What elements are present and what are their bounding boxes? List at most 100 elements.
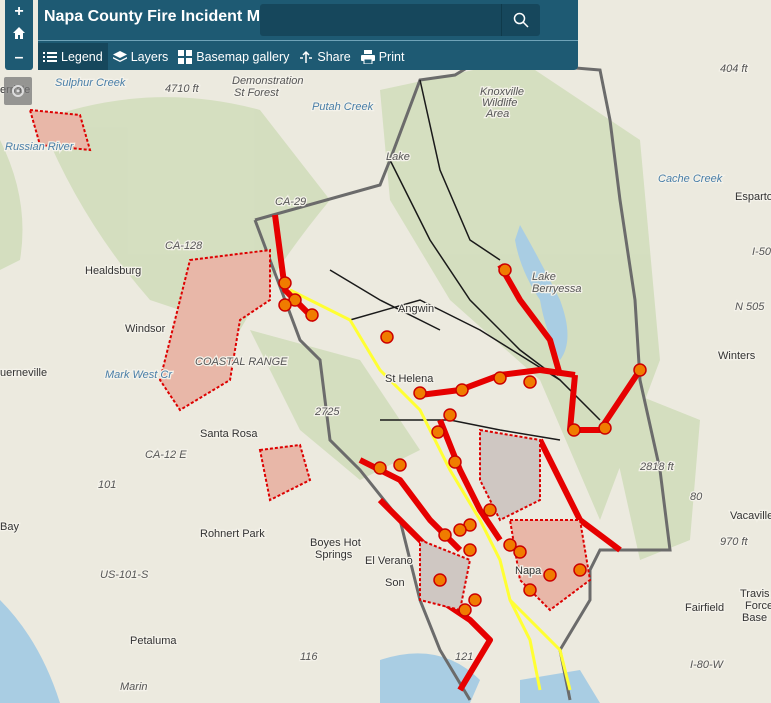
- map-label-road: 80: [690, 491, 703, 503]
- app-title: Napa County Fire Incident Map: [44, 8, 279, 25]
- locate-button[interactable]: [4, 77, 32, 105]
- map-label-place: Healdsburg: [85, 265, 141, 277]
- map-label-feature: Marin: [120, 681, 148, 693]
- incident-marker[interactable]: [278, 276, 292, 290]
- map-label-road: 116: [300, 651, 318, 663]
- map-label-place: Springs: [315, 549, 353, 561]
- map-label-feature: Berryessa: [532, 283, 582, 295]
- layers-icon: [112, 50, 127, 62]
- incident-marker[interactable]: [463, 543, 477, 557]
- incident-marker[interactable]: [431, 425, 445, 439]
- incident-marker[interactable]: [413, 386, 427, 400]
- map-label-road: I-505-S: [752, 246, 771, 258]
- map-label-water: Sulphur Creek: [55, 77, 126, 89]
- incident-marker[interactable]: [493, 371, 507, 385]
- map-label-road: 121: [455, 651, 473, 663]
- roads: [329, 79, 601, 441]
- home-button[interactable]: [13, 26, 25, 44]
- search-input[interactable]: [260, 4, 476, 36]
- map-label-road: 101: [98, 479, 116, 491]
- share-button[interactable]: Share: [294, 43, 355, 70]
- map-label-water: Putah Creek: [312, 101, 374, 113]
- zoom-in-button[interactable]: +: [14, 2, 24, 20]
- incident-marker[interactable]: [598, 421, 612, 435]
- home-icon: [13, 26, 25, 39]
- map-label-road: CA-29: [275, 196, 306, 208]
- map-label-place: Force: [745, 600, 771, 612]
- map-labels: Healdsburg Windsor uerneville Santa Rosa Roh…: [0, 62, 771, 695]
- incident-marker[interactable]: [523, 583, 537, 597]
- incident-marker[interactable]: [448, 455, 462, 469]
- locate-icon: [12, 85, 24, 97]
- map-label-place: Travis A: [740, 588, 771, 600]
- map-label-elevation: 4710 ft: [165, 83, 200, 95]
- map-label-feature: Wildlife: [482, 97, 517, 109]
- incident-marker[interactable]: [380, 330, 394, 344]
- incident-marker[interactable]: [633, 363, 647, 377]
- share-icon: [300, 50, 313, 63]
- basemap-gallery-button[interactable]: Basemap gallery: [173, 43, 294, 70]
- incident-marker[interactable]: [455, 383, 469, 397]
- map-label-road: N 505: [735, 301, 765, 313]
- map-label-place: uerneville: [0, 367, 47, 379]
- incident-marker[interactable]: [438, 528, 452, 542]
- map-label-elevation: 404 ft: [720, 63, 748, 75]
- incident-marker[interactable]: [503, 538, 517, 552]
- printer-icon: [360, 49, 375, 64]
- print-label: Print: [378, 49, 405, 64]
- zoom-out-button[interactable]: –: [14, 49, 24, 67]
- incident-marker[interactable]: [498, 263, 512, 277]
- print-button[interactable]: Print: [356, 43, 410, 70]
- list-icon: [43, 51, 57, 62]
- incident-marker[interactable]: [443, 408, 457, 422]
- incident-points: [278, 263, 647, 617]
- incident-marker[interactable]: [483, 503, 497, 517]
- fire-areas: [28, 108, 592, 612]
- map-label-road: I-80-W: [690, 659, 725, 671]
- incident-marker[interactable]: [278, 298, 292, 312]
- map-label-feature: Area: [485, 108, 509, 120]
- layers-label: Layers: [130, 49, 169, 64]
- zoom-controls: + –: [5, 0, 33, 70]
- legend-label: Legend: [61, 49, 103, 64]
- map-label-feature: St Forest: [234, 87, 280, 99]
- incident-marker[interactable]: [305, 308, 319, 322]
- map-label-place: Vacaville: [730, 510, 771, 522]
- legend-button[interactable]: Legend: [38, 43, 108, 70]
- map-label-place: Base: [742, 612, 767, 624]
- incident-marker[interactable]: [468, 593, 482, 607]
- map-label-place: Santa Rosa: [200, 428, 258, 440]
- incident-marker[interactable]: [433, 573, 447, 587]
- incident-marker[interactable]: [543, 568, 557, 582]
- incident-marker[interactable]: [523, 375, 537, 389]
- incident-marker[interactable]: [458, 603, 472, 617]
- map-label-place: Esparto: [735, 191, 771, 203]
- map-label-place: St Helena: [385, 373, 434, 385]
- incident-marker[interactable]: [453, 523, 467, 537]
- map-label-place: Petaluma: [130, 635, 177, 647]
- incident-marker[interactable]: [567, 423, 581, 437]
- layers-button[interactable]: Layers: [108, 43, 174, 70]
- map-label-place: Son: [385, 577, 405, 589]
- search-box: [260, 4, 540, 36]
- map-label-elevation: 2818 ft: [639, 461, 675, 473]
- map-label-place: Napa: [515, 565, 542, 577]
- map-label-road: CA-128: [165, 240, 203, 252]
- map-label-place: Fairfield: [685, 602, 724, 614]
- map-label-feature: Demonstration: [232, 75, 304, 87]
- map-label-place: Winters: [718, 350, 756, 362]
- map-label-place: Boyes Hot: [310, 537, 361, 549]
- incident-marker[interactable]: [513, 545, 527, 559]
- map-label-place: Rohnert Park: [200, 528, 265, 540]
- incident-marker[interactable]: [373, 461, 387, 475]
- incident-marker[interactable]: [573, 563, 587, 577]
- map-label-place: Windsor: [125, 323, 166, 335]
- search-button[interactable]: [501, 4, 540, 36]
- water-bodies: [0, 225, 600, 703]
- map-label-elevation: 970 ft: [720, 536, 748, 548]
- incident-marker[interactable]: [393, 458, 407, 472]
- map-label-elevation: 2725: [314, 406, 340, 418]
- highways: [289, 288, 572, 691]
- map-label-road: US-101-S: [100, 569, 149, 581]
